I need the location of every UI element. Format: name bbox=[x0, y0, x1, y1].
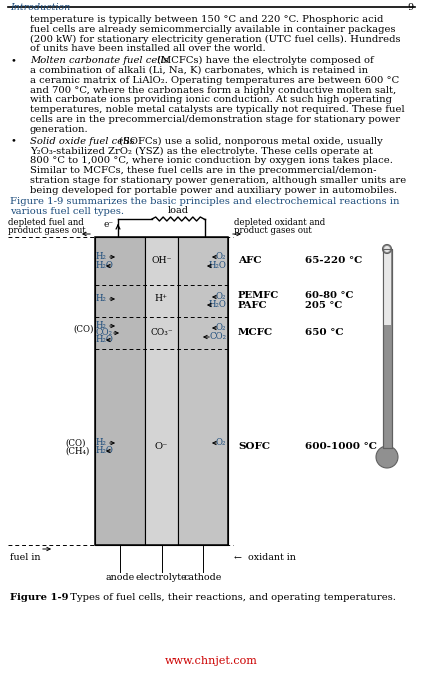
Text: Figure 1-9: Figure 1-9 bbox=[10, 593, 69, 602]
Text: product gases out: product gases out bbox=[8, 226, 86, 235]
Circle shape bbox=[384, 246, 390, 252]
Text: AFC: AFC bbox=[238, 256, 261, 266]
Text: 205 °C: 205 °C bbox=[305, 302, 342, 311]
Bar bbox=[145, 237, 178, 545]
Text: •: • bbox=[10, 56, 16, 65]
Circle shape bbox=[376, 446, 398, 468]
Text: PEMFC: PEMFC bbox=[238, 292, 279, 300]
Text: temperature is typically between 150 °C and 220 °C. Phosphoric acid: temperature is typically between 150 °C … bbox=[30, 15, 383, 24]
Text: fuel in: fuel in bbox=[10, 553, 41, 562]
Text: product gases out: product gases out bbox=[234, 226, 312, 235]
Text: Similar to MCFCs, these fuel cells are in the precommercial/demon-: Similar to MCFCs, these fuel cells are i… bbox=[30, 166, 376, 175]
Text: H₂: H₂ bbox=[96, 321, 107, 330]
Text: (CO): (CO) bbox=[65, 439, 85, 447]
Text: Introduction: Introduction bbox=[10, 3, 70, 12]
Text: www.chnjet.com: www.chnjet.com bbox=[165, 656, 258, 666]
Text: H₂O: H₂O bbox=[96, 336, 114, 344]
Text: load: load bbox=[168, 206, 189, 215]
Text: O₂: O₂ bbox=[216, 252, 226, 262]
Text: CO₂: CO₂ bbox=[209, 332, 226, 342]
Text: H₂O: H₂O bbox=[208, 262, 226, 271]
Text: O₂: O₂ bbox=[216, 292, 226, 302]
Text: Solid oxide fuel cells: Solid oxide fuel cells bbox=[30, 136, 135, 146]
Text: with carbonate ions providing ionic conduction. At such high operating: with carbonate ions providing ionic cond… bbox=[30, 96, 392, 104]
Text: CO₂: CO₂ bbox=[96, 329, 113, 338]
Text: H₂O: H₂O bbox=[96, 262, 114, 271]
Text: 600-1000 °C: 600-1000 °C bbox=[305, 443, 377, 452]
Text: H₂: H₂ bbox=[96, 294, 107, 304]
Text: stration stage for stationary power generation, although smaller units are: stration stage for stationary power gene… bbox=[30, 176, 406, 185]
Text: SOFC: SOFC bbox=[238, 443, 270, 452]
Text: anode: anode bbox=[105, 573, 135, 582]
Text: (CH₄): (CH₄) bbox=[65, 447, 89, 456]
Text: (SOFCs) use a solid, nonporous metal oxide, usually: (SOFCs) use a solid, nonporous metal oxi… bbox=[116, 136, 383, 146]
Text: H₂: H₂ bbox=[96, 252, 107, 262]
Text: O⁻: O⁻ bbox=[155, 443, 168, 452]
Text: 800 °C to 1,000 °C, where ionic conduction by oxygen ions takes place.: 800 °C to 1,000 °C, where ionic conducti… bbox=[30, 156, 393, 165]
Text: •: • bbox=[10, 136, 16, 146]
Text: 60-80 °C: 60-80 °C bbox=[305, 292, 353, 300]
Text: fuel cells are already semicommercially available in container packages: fuel cells are already semicommercially … bbox=[30, 25, 396, 34]
Text: H₂O: H₂O bbox=[208, 300, 226, 309]
Text: depleted oxidant and: depleted oxidant and bbox=[234, 218, 325, 227]
Text: 9: 9 bbox=[407, 3, 413, 12]
Text: Figure 1-9 summarizes the basic principles and electrochemical reactions in: Figure 1-9 summarizes the basic principl… bbox=[10, 197, 399, 206]
Bar bbox=[382, 249, 392, 448]
Text: OH⁻: OH⁻ bbox=[151, 256, 172, 266]
Text: H⁺: H⁺ bbox=[155, 294, 168, 304]
Text: electrolyte: electrolyte bbox=[136, 573, 187, 582]
Text: Molten carbonate fuel cells: Molten carbonate fuel cells bbox=[30, 56, 169, 65]
Text: O₂: O₂ bbox=[216, 439, 226, 447]
Text: of units have been installed all over the world.: of units have been installed all over th… bbox=[30, 44, 266, 54]
Bar bbox=[95, 237, 145, 545]
Text: cathode: cathode bbox=[184, 573, 222, 582]
Bar bbox=[384, 249, 390, 325]
Bar bbox=[178, 237, 228, 545]
Text: H₂O: H₂O bbox=[96, 447, 114, 456]
Text: O₂: O₂ bbox=[216, 323, 226, 332]
Text: generation.: generation. bbox=[30, 125, 89, 134]
Text: ←  oxidant in: ← oxidant in bbox=[234, 553, 296, 562]
Text: H₂: H₂ bbox=[96, 439, 107, 447]
Text: 650 °C: 650 °C bbox=[305, 329, 343, 338]
Text: (MCFCs) have the electrolyte composed of: (MCFCs) have the electrolyte composed of bbox=[154, 56, 374, 65]
Text: (CO): (CO) bbox=[73, 325, 93, 334]
Text: PAFC: PAFC bbox=[238, 302, 267, 311]
Text: a combination of alkali (Li, Na, K) carbonates, which is retained in: a combination of alkali (Li, Na, K) carb… bbox=[30, 66, 368, 75]
Text: 65-220 °C: 65-220 °C bbox=[305, 256, 362, 266]
Text: CO₃⁻: CO₃⁻ bbox=[150, 329, 173, 338]
Text: various fuel cell types.: various fuel cell types. bbox=[10, 207, 124, 216]
Bar bbox=[382, 249, 392, 448]
Text: (200 kW) for stationary electricity generation (UTC fuel cells). Hundreds: (200 kW) for stationary electricity gene… bbox=[30, 35, 401, 43]
Text: cells are in the precommercial/demonstration stage for stationary power: cells are in the precommercial/demonstra… bbox=[30, 115, 400, 124]
Text: a ceramic matrix of LiAlO₂. Operating temperatures are between 600 °C: a ceramic matrix of LiAlO₂. Operating te… bbox=[30, 76, 399, 85]
Text: being developed for portable power and auxiliary power in automobiles.: being developed for portable power and a… bbox=[30, 186, 397, 195]
Circle shape bbox=[382, 245, 392, 254]
Text: Types of fuel cells, their reactions, and operating temperatures.: Types of fuel cells, their reactions, an… bbox=[64, 593, 396, 602]
Text: and 700 °C, where the carbonates form a highly conductive molten salt,: and 700 °C, where the carbonates form a … bbox=[30, 85, 396, 95]
Bar bbox=[95, 237, 228, 545]
Text: MCFC: MCFC bbox=[238, 329, 273, 338]
Text: depleted fuel and: depleted fuel and bbox=[8, 218, 84, 227]
Text: Y₂O₃-stabilized ZrO₂ (YSZ) as the electrolyte. These cells operate at: Y₂O₃-stabilized ZrO₂ (YSZ) as the electr… bbox=[30, 146, 373, 155]
Text: temperatures, noble metal catalysts are typically not required. These fuel: temperatures, noble metal catalysts are … bbox=[30, 105, 405, 114]
Text: e⁻: e⁻ bbox=[104, 220, 114, 229]
